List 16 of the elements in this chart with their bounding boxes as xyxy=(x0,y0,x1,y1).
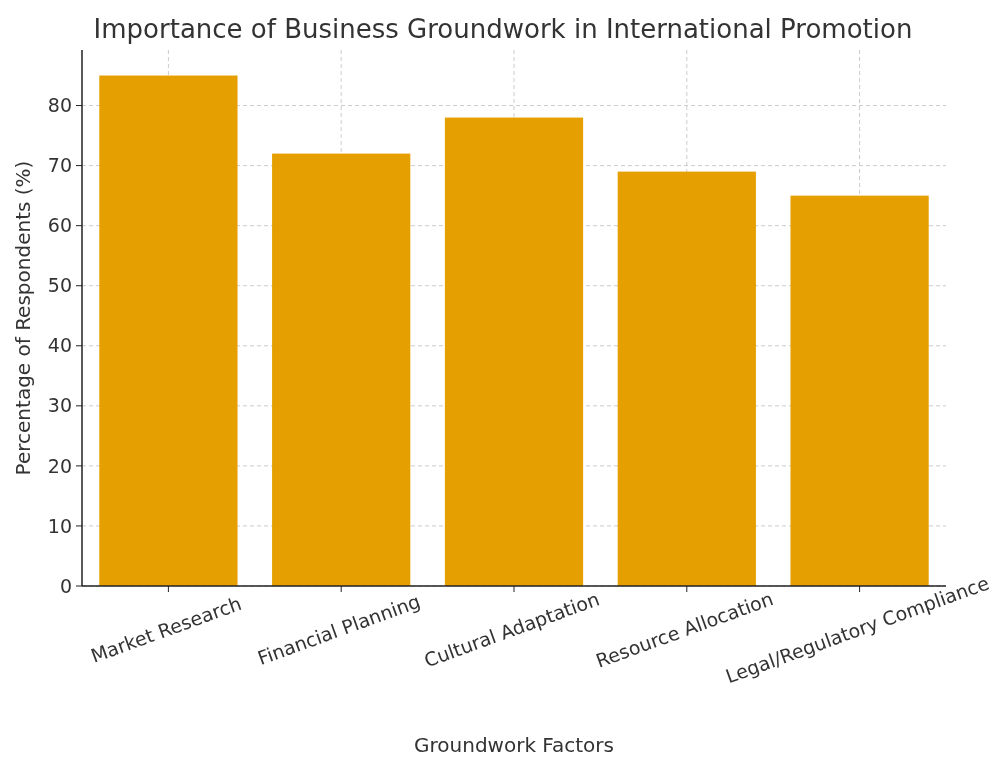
y-tick-label: 20 xyxy=(47,454,72,477)
bar xyxy=(272,153,411,586)
y-tick-label: 0 xyxy=(59,574,72,597)
y-tick-label: 10 xyxy=(47,514,72,537)
x-axis-title: Groundwork Factors xyxy=(414,733,614,757)
y-tick-label: 30 xyxy=(47,394,72,417)
y-axis-title: Percentage of Respondents (%) xyxy=(11,160,35,476)
y-tick-label: 40 xyxy=(47,334,72,357)
y-tick-label: 70 xyxy=(47,154,72,177)
y-tick-label: 50 xyxy=(47,274,72,297)
y-tick-label: 60 xyxy=(47,214,72,237)
bar xyxy=(617,171,756,586)
bar xyxy=(99,75,238,586)
chart-title: Importance of Business Groundwork in International Promotion xyxy=(93,14,913,44)
bar xyxy=(444,117,584,586)
y-tick-label: 80 xyxy=(47,94,72,117)
